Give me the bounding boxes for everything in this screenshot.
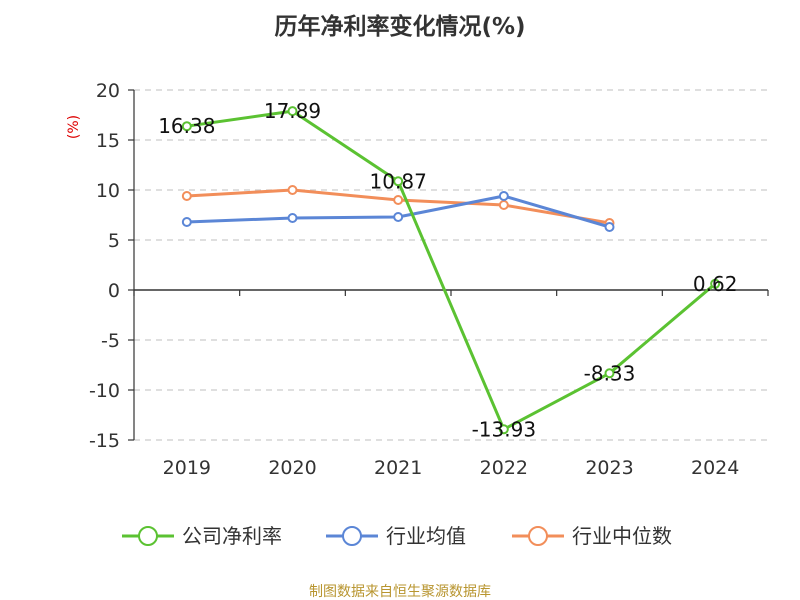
chart-title: 历年净利率变化情况(%) [274,13,525,40]
legend-label: 行业均值 [386,524,466,548]
data-point [710,278,721,289]
source-note: 制图数据来自恒生聚源数据库 [309,584,491,600]
data-point [181,217,192,227]
data-point [498,424,509,435]
x-tick-label: 2020 [268,457,316,479]
y-tick-label: 10 [96,180,120,202]
y-tick-label: -15 [89,430,120,452]
data-point [181,121,192,132]
axis-layer: 20 15 10 5 0 -5 -10 -15 2019 2020 2021 2022 2023 2024 [89,80,769,479]
data-label: -8.33 [584,361,636,385]
data-point [498,200,509,210]
data-point [604,368,615,379]
y-tick-label: 15 [96,130,120,152]
data-label: 0.62 [693,272,738,296]
data-label-layer: 16.38 17.89 10.87 -13.93 -8.33 0.62 [158,99,737,441]
x-tick-label: 2022 [480,457,528,479]
x-tick-label: 2019 [163,457,211,479]
data-point [393,212,404,222]
x-tick-label: 2023 [585,457,633,479]
y-axis-label: (%) [66,115,82,139]
data-label: 10.87 [370,169,427,193]
x-tick-label: 2021 [374,457,422,479]
x-tick-label: 2024 [691,457,739,479]
data-label: 17.89 [264,99,321,123]
data-point [393,195,404,205]
data-point [181,191,192,201]
grid-layer [134,89,768,441]
legend-label: 行业中位数 [572,524,672,548]
data-point [393,176,404,187]
data-point [287,213,298,223]
data-point [287,185,298,195]
y-tick-label: 0 [108,280,120,302]
legend: 公司净利率 行业均值 行业中位数 [122,524,672,548]
data-label: 16.38 [158,114,215,138]
series-layer [181,106,721,435]
data-point [498,191,509,201]
legend-label: 公司净利率 [182,524,282,548]
data-point [287,106,298,117]
y-tick-label: 20 [96,80,120,102]
y-tick-label: -10 [89,380,120,402]
legend-marker [528,526,548,546]
legend-marker [342,526,362,546]
legend-marker [138,526,158,546]
y-tick-label: -5 [101,330,120,352]
series-line-1 [186,109,717,431]
y-tick-label: 5 [108,230,120,252]
data-label: -13.93 [472,417,536,441]
data-point [604,222,615,232]
